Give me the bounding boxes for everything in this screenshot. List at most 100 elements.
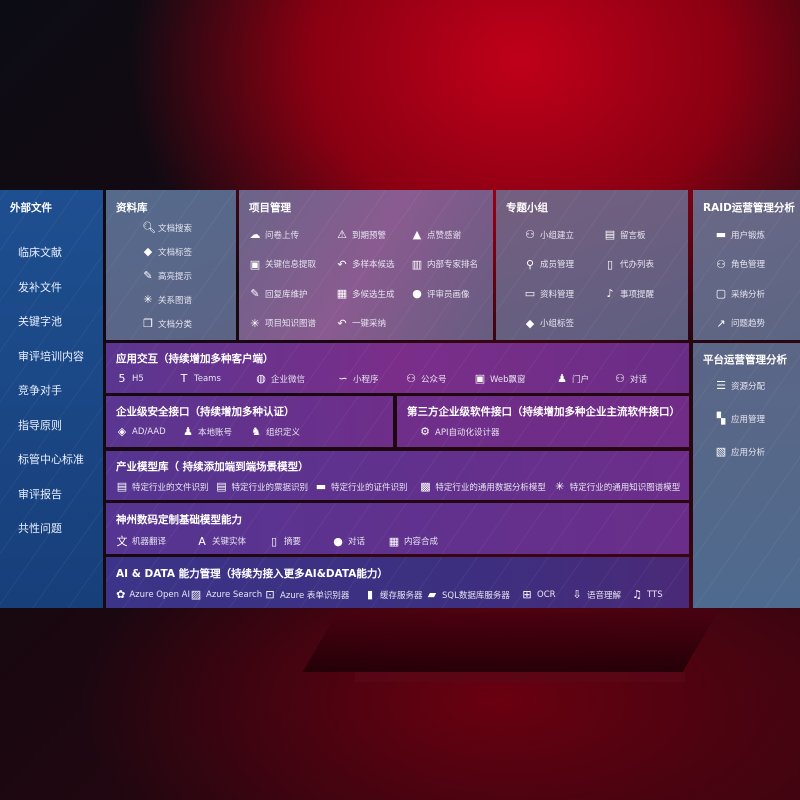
decorative-floor-edge bbox=[355, 672, 685, 682]
item-label: 小组标签 bbox=[540, 319, 575, 329]
raid-panel: RAID运营管理分析 ▬ 用户锻炼 ⚇ 角色管理 ▢ 采纳分析 ↗ 问题趋势 bbox=[693, 190, 800, 340]
external-file-item[interactable]: 发补文件 bbox=[18, 280, 62, 294]
cloud-upload-icon: ☁ bbox=[249, 228, 261, 241]
item-user-add[interactable]: ⚲ 成员管理 bbox=[524, 258, 574, 271]
external-file-item[interactable]: 临床文献 bbox=[18, 246, 62, 259]
item-label: 特定行业的文件识别 bbox=[132, 482, 209, 493]
item-window[interactable]: ▣ Web飘窗 bbox=[474, 372, 556, 385]
tts-icon: ♫ bbox=[632, 588, 642, 601]
item-thumbs-up[interactable]: ▲ 点赞感谢 bbox=[411, 228, 461, 241]
item-teams[interactable]: T Teams bbox=[178, 372, 255, 385]
external-file-item[interactable]: 审评报告 bbox=[18, 487, 62, 501]
item-openai[interactable]: ✿ Azure Open AI bbox=[116, 588, 190, 601]
item-label: 门户 bbox=[572, 374, 590, 385]
user-add-icon: ⚲ bbox=[525, 257, 535, 271]
diamond-icon: ◈ bbox=[117, 425, 127, 438]
external-file-item[interactable]: 标管中心标准 bbox=[18, 453, 84, 466]
item-users[interactable]: ⚇ 公众号 bbox=[405, 372, 474, 385]
item-pen[interactable]: ✎ 高亮提示 bbox=[142, 269, 192, 282]
item-list[interactable]: ☰ 资源分配 bbox=[715, 379, 765, 392]
org-icon: ♞ bbox=[251, 425, 261, 438]
item-user-lock[interactable]: ♟ 本地账号 bbox=[182, 425, 250, 438]
item-puzzle[interactable]: ▦ 多候选生成 bbox=[336, 287, 395, 300]
item-reply[interactable]: ↶ 一键采纳 bbox=[336, 317, 386, 330]
item-doc[interactable]: ▯ 摘要 bbox=[268, 535, 332, 548]
item-ocr[interactable]: ⊞ OCR bbox=[521, 588, 571, 601]
item-ranking[interactable]: ▥ 内部专家排名 bbox=[411, 258, 478, 271]
item-translate[interactable]: 文机器翻译 bbox=[116, 533, 196, 549]
item-org[interactable]: ♞ 组织定义 bbox=[250, 425, 330, 438]
item-form[interactable]: ⊡ Azure 表单识别器 bbox=[264, 588, 364, 601]
item-doc-stack[interactable]: ❐ 文档分类 bbox=[142, 317, 192, 330]
item-users[interactable]: ⚇ 小组建立 bbox=[524, 228, 574, 241]
item-cache[interactable]: ▮ 缓存服务器 bbox=[364, 588, 426, 601]
item-portal[interactable]: ♟ 门户 bbox=[556, 372, 614, 385]
security-panel: 企业级安全接口（持续增加多种认证） ◈ AD/AAD ♟ 本地账号 ♞ 组织定义 bbox=[106, 396, 393, 447]
item-qa[interactable]: ▢ 采纳分析 bbox=[715, 287, 765, 300]
item-wechat[interactable]: ◍ 企业微信 bbox=[255, 372, 337, 385]
item-gear[interactable]: ⚙ API自动化设计器 bbox=[419, 425, 499, 438]
item-label: SQL数据库服务器 bbox=[442, 590, 510, 601]
item-label: H5 bbox=[132, 373, 144, 384]
item-label: Web飘窗 bbox=[490, 374, 526, 385]
item-trend[interactable]: ↗ 问题趋势 bbox=[715, 317, 765, 330]
item-id-card[interactable]: ▬ 用户锻炼 bbox=[715, 228, 765, 241]
item-user[interactable]: ● 评审员画像 bbox=[411, 287, 469, 300]
item-chat[interactable]: ● 对话 bbox=[332, 535, 388, 548]
item-label: 问题趋势 bbox=[731, 319, 766, 329]
external-file-item[interactable]: 竞争对手 bbox=[18, 384, 62, 397]
item-label: 组织定义 bbox=[266, 427, 301, 438]
item-database[interactable]: ▰ SQL数据库服务器 bbox=[426, 588, 521, 601]
item-graph[interactable]: ✳ 关系图谱 bbox=[142, 293, 192, 306]
item-chat-users[interactable]: ⚇ 对话 bbox=[614, 372, 674, 385]
item-id-card[interactable]: ▬ 特定行业的证件识别 bbox=[315, 480, 419, 493]
item-voice[interactable]: ⇩ 语音理解 bbox=[571, 588, 631, 601]
wechat-icon: ◍ bbox=[256, 372, 266, 385]
graph-icon: ✳ bbox=[143, 293, 153, 306]
item-puzzle[interactable]: ▦ 内容合成 bbox=[388, 535, 468, 548]
item-tag[interactable]: ◆ 小组标签 bbox=[524, 317, 574, 330]
item-graph[interactable]: ✳ 特定行业的通用知识图谱模型 bbox=[554, 480, 683, 493]
ocr-icon: ⊞ bbox=[522, 588, 532, 601]
item-edit[interactable]: ✎ 回复库维护 bbox=[249, 287, 307, 300]
item-bell[interactable]: ♪ 事项提醒 bbox=[604, 287, 654, 300]
user-lock-icon: ♟ bbox=[183, 425, 193, 438]
thumbs-up-icon: ▲ bbox=[412, 228, 422, 241]
item-bbs[interactable]: ▤ 留言板 bbox=[604, 228, 646, 241]
item-diamond[interactable]: ◈ AD/AAD bbox=[116, 425, 182, 438]
search-doc-icon: ▨ bbox=[190, 588, 202, 601]
item-tag[interactable]: ◆ 文档标签 bbox=[142, 245, 192, 258]
item-label: 特定行业的通用知识图谱模型 bbox=[569, 482, 681, 493]
external-files-panel: 外部文件 临床文献 发补文件 关键字池 审评培训内容 竞争对手 指导原则 标管中心标准 审评报… bbox=[0, 190, 103, 608]
item-graph[interactable]: ✳ 项目知识图谱 bbox=[249, 317, 316, 330]
item-tts[interactable]: ♫ TTS bbox=[631, 588, 681, 601]
item-chart[interactable]: ▩ 特定行业的通用数据分析模型 bbox=[419, 480, 553, 493]
item-apps[interactable]: ▚ 应用管理 bbox=[715, 412, 765, 425]
item-reply[interactable]: ↶ 多样本候选 bbox=[336, 258, 394, 271]
item-entity[interactable]: A 关键实体 bbox=[196, 535, 268, 548]
voice-icon: ⇩ bbox=[572, 588, 582, 601]
item-doc-search[interactable]: 🔍︎ 文档搜索 bbox=[142, 221, 192, 234]
platform-panel: 平台运营管理分析 ☰ 资源分配 ▚ 应用管理 ▧ 应用分析 bbox=[693, 343, 800, 608]
item-html5[interactable]: 5 H5 bbox=[116, 372, 178, 385]
item-alarm[interactable]: ⚠ 到期预警 bbox=[336, 228, 386, 241]
item-clipboard[interactable]: ▯ 代办列表 bbox=[604, 258, 654, 271]
item-cloud-upload[interactable]: ☁ 问卷上传 bbox=[249, 228, 300, 241]
item-receipt[interactable]: ▤ 特定行业的票据识别 bbox=[215, 480, 314, 493]
item-label: 一键采纳 bbox=[352, 319, 387, 329]
item-label: 特定行业的通用数据分析模型 bbox=[435, 482, 546, 493]
item-file[interactable]: ▤ 特定行业的文件识别 bbox=[116, 480, 215, 493]
item-miniprogram[interactable]: ∽ 小程序 bbox=[337, 372, 405, 385]
item-analysis[interactable]: ▧ 应用分析 bbox=[715, 445, 765, 458]
app-interaction-panel: 应用交互（持续增加多种客户端） 5 H5 T Teams ◍ 企业微信 ∽ 小程序 ⚇ 公众号 ▣ W… bbox=[106, 343, 689, 393]
item-folder[interactable]: ▭ 资料管理 bbox=[524, 287, 574, 300]
external-file-item[interactable]: 关键字池 bbox=[18, 315, 62, 328]
puzzle-icon: ▦ bbox=[336, 287, 348, 300]
app-interaction-title: 应用交互（持续增加多种客户端） bbox=[116, 353, 274, 365]
item-search-doc[interactable]: ▨ Azure Search bbox=[190, 588, 264, 601]
item-users[interactable]: ⚇ 角色管理 bbox=[715, 258, 765, 271]
item-window[interactable]: ▣ 关键信息提取 bbox=[249, 258, 316, 271]
external-file-item[interactable]: 审评培训内容 bbox=[18, 349, 84, 363]
external-file-item[interactable]: 共性问题 bbox=[18, 522, 62, 535]
external-file-item[interactable]: 指导原则 bbox=[18, 418, 62, 432]
